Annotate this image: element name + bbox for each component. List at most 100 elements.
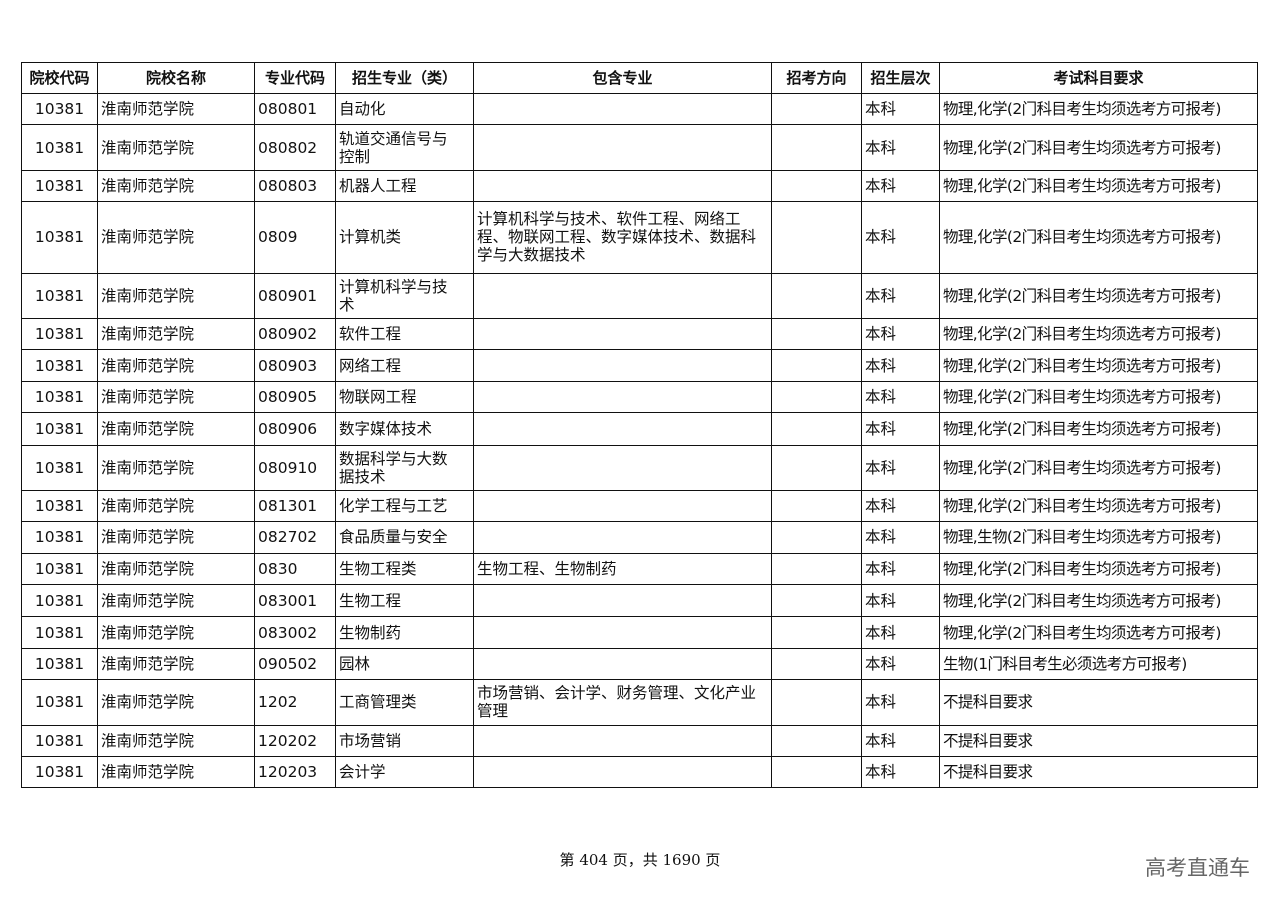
cell-school-code: 10381 (21, 444, 98, 491)
cell-major-name: 工商管理类 (335, 679, 474, 726)
cell-school-code: 10381 (21, 521, 98, 554)
cell-level: 本科 (861, 724, 940, 758)
cell-school-name: 淮南师范学院 (97, 647, 255, 681)
header-subject-requirement: 考试科目要求 (939, 62, 1258, 94)
cell-subject-requirement: 物理,化学(2门科目考生均须选考方可报考) (939, 317, 1258, 351)
cell-school-name: 淮南师范学院 (97, 169, 255, 203)
cell-included-majors (473, 521, 772, 554)
cell-subject-requirement: 物理,化学(2门科目考生均须选考方可报考) (939, 616, 1258, 649)
cell-school-code: 10381 (21, 679, 98, 726)
cell-major-name: 会计学 (335, 756, 474, 789)
cell-school-name: 淮南师范学院 (97, 521, 255, 554)
cell-direction (771, 584, 862, 618)
cell-included-majors (473, 412, 772, 446)
cell-level: 本科 (861, 412, 940, 446)
cell-major-name: 化学工程与工艺 (335, 489, 474, 523)
table-row: 10381 淮南师范学院 080902 软件工程 本科 物理,化学(2门科目考生均须选考方… (21, 317, 1258, 351)
cell-included-majors (473, 124, 772, 171)
cell-included-majors: 市场营销、会计学、财务管理、文化产业管理 (473, 679, 772, 726)
cell-subject-requirement: 物理,生物(2门科目考生均须选考方可报考) (939, 521, 1258, 554)
cell-major-code: 080903 (254, 349, 336, 382)
cell-school-name: 淮南师范学院 (97, 584, 255, 618)
table-row: 10381 淮南师范学院 080903 网络工程 本科 物理,化学(2门科目考生均须选考方… (21, 349, 1258, 382)
cell-subject-requirement: 不提科目要求 (939, 756, 1258, 789)
cell-direction (771, 272, 862, 319)
cell-subject-requirement: 物理,化学(2门科目考生均须选考方可报考) (939, 169, 1258, 203)
cell-school-name: 淮南师范学院 (97, 552, 255, 586)
cell-included-majors (473, 647, 772, 681)
cell-included-majors (473, 92, 772, 126)
cell-direction (771, 124, 862, 171)
table-row: 10381 淮南师范学院 080910 数据科学与大数据技术 本科 物理,化学(2门科目考… (21, 444, 1258, 491)
cell-school-name: 淮南师范学院 (97, 380, 255, 414)
header-school-code: 院校代码 (21, 62, 98, 94)
cell-school-name: 淮南师范学院 (97, 124, 255, 171)
cell-level: 本科 (861, 521, 940, 554)
cell-major-name: 数字媒体技术 (335, 412, 474, 446)
cell-school-code: 10381 (21, 201, 98, 274)
table-row: 10381 淮南师范学院 0809 计算机类 计算机科学与技术、软件工程、网络工程、物联… (21, 201, 1258, 274)
cell-major-code: 0830 (254, 552, 336, 586)
cell-direction (771, 201, 862, 274)
cell-major-code: 081301 (254, 489, 336, 523)
cell-major-name: 园林 (335, 647, 474, 681)
cell-major-code: 080802 (254, 124, 336, 171)
cell-level: 本科 (861, 489, 940, 523)
cell-major-code: 120202 (254, 724, 336, 758)
page-number: 第 404 页，共 1690 页 (559, 851, 721, 869)
header-major-name: 招生专业（类） (335, 62, 474, 94)
table-row: 10381 淮南师范学院 082702 食品质量与安全 本科 物理,生物(2门科目考生均须… (21, 521, 1258, 554)
cell-major-name: 生物制药 (335, 616, 474, 649)
cell-included-majors (473, 444, 772, 491)
cell-major-name: 轨道交通信号与控制 (335, 124, 474, 171)
cell-major-code: 080906 (254, 412, 336, 446)
header-major-code: 专业代码 (254, 62, 336, 94)
cell-school-name: 淮南师范学院 (97, 412, 255, 446)
cell-level: 本科 (861, 647, 940, 681)
cell-school-name: 淮南师范学院 (97, 756, 255, 789)
cell-level: 本科 (861, 679, 940, 726)
cell-major-name: 计算机类 (335, 201, 474, 274)
cell-major-code: 080901 (254, 272, 336, 319)
cell-direction (771, 380, 862, 414)
cell-direction (771, 444, 862, 491)
cell-direction (771, 724, 862, 758)
cell-level: 本科 (861, 444, 940, 491)
cell-direction (771, 92, 862, 126)
table-row: 10381 淮南师范学院 080803 机器人工程 本科 物理,化学(2门科目考生均须选考… (21, 169, 1258, 203)
cell-level: 本科 (861, 201, 940, 274)
table-header-row: 院校代码 院校名称 专业代码 招生专业（类） 包含专业 招考方向 招生层次 考试科目要求 (21, 62, 1258, 94)
table-row: 10381 淮南师范学院 0830 生物工程类 生物工程、生物制药 本科 物理,化学(2门科… (21, 552, 1258, 586)
cell-included-majors (473, 169, 772, 203)
cell-level: 本科 (861, 317, 940, 351)
cell-included-majors (473, 584, 772, 618)
cell-major-code: 1202 (254, 679, 336, 726)
cell-major-code: 080803 (254, 169, 336, 203)
cell-included-majors (473, 272, 772, 319)
header-level: 招生层次 (861, 62, 940, 94)
cell-level: 本科 (861, 552, 940, 586)
cell-level: 本科 (861, 616, 940, 649)
cell-school-name: 淮南师范学院 (97, 317, 255, 351)
cell-direction (771, 349, 862, 382)
cell-school-code: 10381 (21, 92, 98, 126)
cell-level: 本科 (861, 349, 940, 382)
table-row: 10381 淮南师范学院 1202 工商管理类 市场营销、会计学、财务管理、文化产业管理… (21, 679, 1258, 726)
cell-direction (771, 521, 862, 554)
table-row: 10381 淮南师范学院 080901 计算机科学与技术 本科 物理,化学(2门科目考生均… (21, 272, 1258, 319)
cell-included-majors (473, 724, 772, 758)
cell-subject-requirement: 物理,化学(2门科目考生均须选考方可报考) (939, 380, 1258, 414)
cell-major-code: 120203 (254, 756, 336, 789)
cell-major-name: 机器人工程 (335, 169, 474, 203)
cell-included-majors (473, 380, 772, 414)
table-row: 10381 淮南师范学院 083002 生物制药 本科 物理,化学(2门科目考生均须选考方… (21, 616, 1258, 649)
cell-school-code: 10381 (21, 412, 98, 446)
table-row: 10381 淮南师范学院 120203 会计学 本科 不提科目要求 (21, 756, 1258, 789)
cell-school-name: 淮南师范学院 (97, 201, 255, 274)
cell-subject-requirement: 物理,化学(2门科目考生均须选考方可报考) (939, 201, 1258, 274)
cell-school-code: 10381 (21, 552, 98, 586)
cell-major-code: 080910 (254, 444, 336, 491)
table-row: 10381 淮南师范学院 090502 园林 本科 生物(1门科目考生必须选考方可报考) (21, 647, 1258, 681)
cell-major-name: 物联网工程 (335, 380, 474, 414)
table-row: 10381 淮南师范学院 080905 物联网工程 本科 物理,化学(2门科目考生均须选考… (21, 380, 1258, 414)
